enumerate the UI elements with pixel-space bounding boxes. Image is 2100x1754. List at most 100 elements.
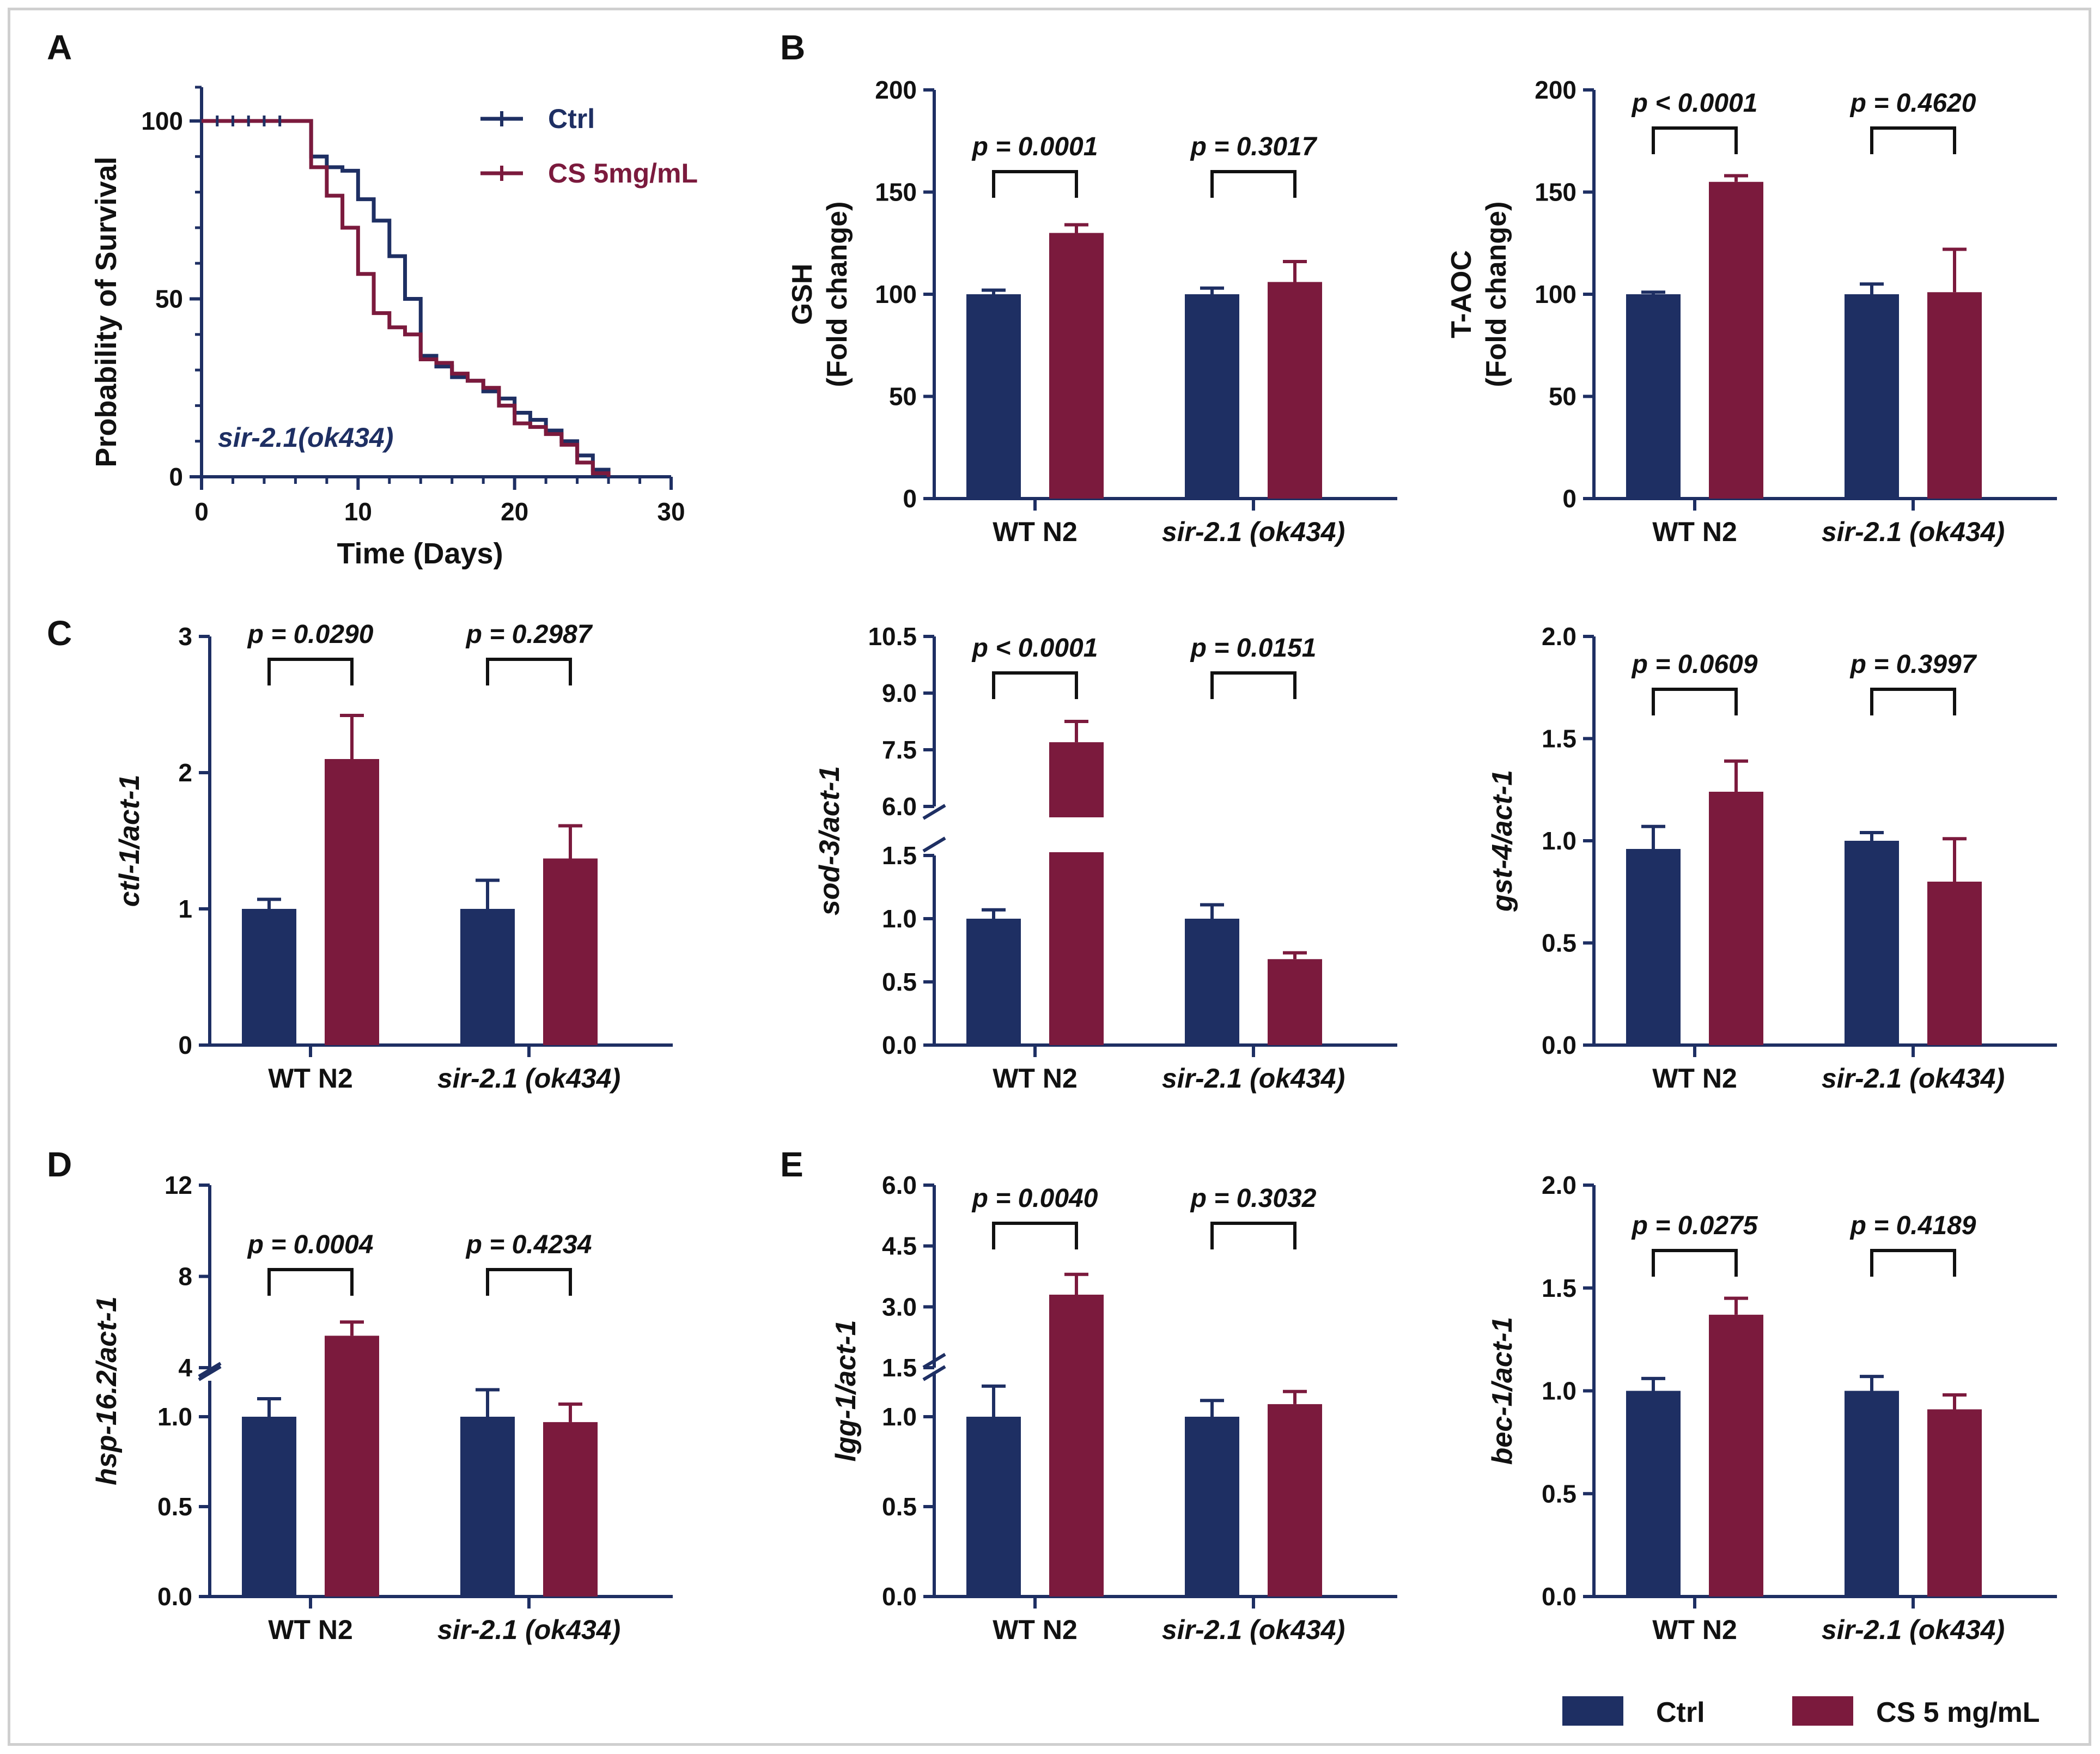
y-tick-label: 50 — [889, 383, 917, 411]
x-category-label: sir-2.1 (ok434) — [1822, 1615, 2005, 1645]
bar-cs — [1049, 852, 1104, 1045]
y-tick-label: 200 — [1535, 76, 1576, 104]
y-axis-label: Probability of Survival — [90, 156, 123, 467]
p-value-label: p = 0.0004 — [247, 1230, 374, 1259]
bar-ctrl — [966, 294, 1021, 499]
figure-frame — [8, 8, 2091, 1746]
chart-b2: 0 50 100 150 200 T-AOC (Fold change) WT N2 p < 0… — [1446, 76, 2057, 547]
bar-cs — [543, 858, 598, 1045]
significance-bracket — [1652, 688, 1738, 715]
bar-ctrl — [1185, 1417, 1239, 1597]
bar-cs — [1709, 1314, 1763, 1597]
x-category-label: WT N2 — [1652, 1063, 1737, 1094]
y-tick-label: 200 — [875, 76, 917, 104]
x-category-label: WT N2 — [993, 1615, 1078, 1645]
bar-ctrl — [242, 1417, 296, 1597]
bar-cs-upper — [325, 1336, 379, 1379]
bar-ctrl — [1845, 1391, 1899, 1597]
y-tick-label: 4.5 — [882, 1232, 917, 1260]
legend-label-ctrl: Ctrl — [1656, 1697, 1705, 1728]
panel-letter-c: C — [47, 614, 72, 653]
p-value-label: p = 0.2987 — [465, 620, 593, 649]
x-tick-label: 10 — [344, 497, 372, 526]
bar-ctrl — [1845, 841, 1899, 1045]
significance-bracket — [486, 658, 572, 685]
bar-cs — [325, 1377, 379, 1597]
chart-c3: 0.0 0.5 1.0 1.5 2.0 gst-4/act-1 WT N2 p = 0.060… — [1487, 622, 2057, 1094]
x-category-label: WT N2 — [268, 1063, 353, 1094]
significance-bracket — [1870, 1249, 1956, 1277]
panel-letter-b: B — [780, 28, 806, 67]
y-tick-label: 6.0 — [882, 1171, 917, 1199]
y-tick-label: 0.5 — [882, 968, 917, 996]
x-category-label: WT N2 — [268, 1615, 353, 1645]
y-axis-label: lgg-1/act-1 — [830, 1320, 862, 1461]
bar-cs — [1709, 792, 1763, 1045]
bar-cs-upper — [1049, 742, 1104, 817]
y-tick-label: 7.5 — [882, 736, 917, 764]
p-value-label: p < 0.0001 — [971, 634, 1098, 663]
x-tick-label: 0 — [194, 497, 209, 526]
bar-cs — [543, 1422, 598, 1597]
significance-bracket — [992, 170, 1078, 198]
p-value-label: p = 0.0275 — [1631, 1211, 1758, 1240]
bar-cs — [1049, 233, 1104, 499]
survival-curve-cs — [202, 119, 611, 477]
x-axis-label: Time (Days) — [337, 537, 503, 570]
bar-cs — [1927, 1409, 1982, 1597]
axis-break-mark — [922, 1352, 946, 1369]
p-value-label: p = 0.4620 — [1849, 89, 1976, 118]
y-tick-label: 50 — [1549, 383, 1576, 411]
axis-break-mark — [198, 1365, 222, 1381]
p-value-label: p = 0.0001 — [971, 132, 1098, 161]
y-tick-label: 0.5 — [1542, 1479, 1576, 1508]
y-tick-label: 1.0 — [882, 905, 917, 933]
x-category-label: WT N2 — [993, 517, 1078, 547]
p-value-label: p < 0.0001 — [1631, 89, 1758, 118]
y-tick-label: 1.5 — [1542, 1274, 1576, 1302]
x-category-label: sir-2.1 (ok434) — [1162, 517, 1345, 547]
x-category-label: sir-2.1 (ok434) — [437, 1615, 620, 1645]
bar-ctrl — [1845, 294, 1899, 499]
y-axis-label-unit: (Fold change) — [1481, 202, 1512, 387]
y-tick-label: 0 — [178, 1031, 192, 1059]
p-value-label: p = 0.0151 — [1190, 634, 1317, 663]
y-tick-label: 9.0 — [882, 679, 917, 707]
y-tick-label: 0.0 — [157, 1582, 192, 1611]
bar-ctrl — [1626, 1391, 1681, 1597]
significance-bracket — [1210, 671, 1296, 699]
significance-bracket — [267, 658, 354, 685]
panel-letter-e: E — [780, 1145, 804, 1184]
y-tick-label: 0 — [903, 484, 917, 513]
y-tick-label: 1.5 — [882, 1354, 917, 1382]
legend-label-cs: CS 5mg/mL — [548, 158, 698, 189]
bottom-legend: Ctrl CS 5 mg/mL — [1562, 1696, 2040, 1728]
y-tick-label: 3.0 — [882, 1292, 917, 1321]
y-tick-label: 4 — [178, 1354, 192, 1382]
y-tick-label: 50 — [155, 285, 183, 313]
y-tick-label: 1.5 — [882, 841, 917, 870]
y-axis-label: sod-3/act-1 — [814, 766, 845, 916]
chart-a: 0 50 100 0 10 20 30 Time (Days) Probability of S… — [90, 86, 698, 570]
y-axis-label: T-AOC — [1446, 250, 1477, 338]
y-tick-label: 0 — [169, 463, 183, 491]
y-tick-label: 0.5 — [157, 1492, 192, 1521]
y-tick-label: 100 — [141, 107, 183, 135]
p-value-label: p = 0.0609 — [1631, 650, 1758, 679]
bar-cs — [1927, 292, 1982, 499]
x-category-label: sir-2.1 (ok434) — [1162, 1063, 1345, 1094]
x-category-label: WT N2 — [1652, 517, 1737, 547]
x-category-label: WT N2 — [993, 1063, 1078, 1094]
panel-letter-a: A — [47, 28, 72, 67]
bar-cs — [325, 759, 379, 1045]
chart-c1: 0 1 2 3 ctl-1/act-1 WT N2 p = 0.0290 sir-2.1 (o… — [114, 620, 673, 1094]
y-axis-label-unit: (Fold change) — [821, 202, 853, 387]
axis-break-mark — [922, 836, 946, 853]
bar-ctrl — [460, 1417, 515, 1597]
x-category-label: WT N2 — [1652, 1615, 1737, 1645]
y-tick-label: 2 — [178, 758, 192, 787]
p-value-label: p = 0.3017 — [1190, 132, 1318, 161]
bar-ctrl — [1185, 294, 1239, 499]
x-category-label: sir-2.1 (ok434) — [437, 1063, 620, 1094]
